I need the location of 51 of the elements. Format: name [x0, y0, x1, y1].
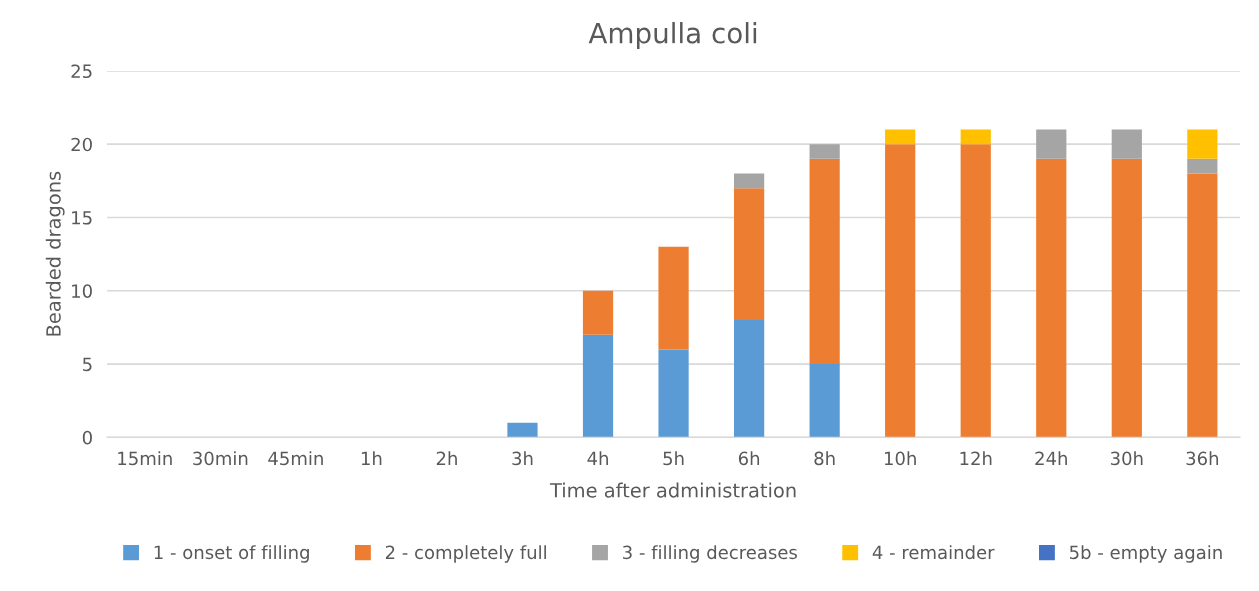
bar: [809, 144, 840, 159]
bar: [658, 246, 689, 350]
bar: [809, 158, 840, 365]
bar: [1111, 158, 1142, 438]
x-tick-label: 6h: [738, 451, 760, 466]
x-tick-label: 3h: [512, 451, 533, 466]
bar: [960, 129, 991, 145]
x-tick-label: 1h: [361, 451, 382, 465]
bar: [582, 290, 614, 335]
bar: [885, 144, 916, 438]
y-tick-label: 0: [82, 430, 92, 445]
x-axis-title: Time after administration: [549, 482, 796, 498]
bar: [658, 349, 689, 438]
bar: [960, 144, 991, 438]
legend-label: 4 - remainder: [872, 545, 995, 560]
bar: [1036, 129, 1067, 159]
bar: [809, 364, 840, 438]
bar: [1187, 173, 1218, 438]
bar: [1036, 158, 1067, 438]
bar: [582, 334, 614, 438]
x-tick-label: 36h: [1186, 451, 1219, 466]
y-tick-label: 20: [71, 137, 92, 152]
bar: [1111, 129, 1142, 159]
legend-label: 5b - empty again: [1069, 545, 1222, 563]
x-tick-label: 10h: [884, 451, 916, 466]
legend-label: 3 - filling decreases: [623, 545, 797, 563]
x-tick-label: 12h: [960, 451, 992, 465]
y-tick-label: 15: [72, 211, 92, 225]
bar: [1187, 129, 1218, 159]
x-tick-label: 15min: [118, 451, 172, 466]
legend-label: 1 - onset of filling: [154, 545, 309, 563]
x-tick-label: 24h: [1035, 451, 1067, 465]
x-tick-label: 4h: [587, 451, 608, 465]
x-tick-label: 45min: [268, 451, 323, 466]
y-axis-title: Bearded dragons: [45, 171, 65, 336]
bar: [734, 188, 765, 321]
bar: [885, 129, 916, 145]
y-tick-label: 10: [72, 284, 92, 298]
legend-label: 2 - completely full: [385, 545, 546, 563]
y-tick-label: 25: [71, 64, 92, 79]
x-tick-label: 30min: [193, 451, 248, 466]
x-tick-label: 30h: [1110, 451, 1143, 466]
y-tick-label: 5: [83, 357, 92, 372]
x-tick-label: 8h: [814, 451, 835, 466]
bar: [1187, 158, 1218, 174]
x-tick-label: 2h: [436, 451, 457, 465]
x-tick-label: 5h: [663, 451, 684, 466]
bar: [734, 320, 765, 438]
bar: [507, 422, 538, 438]
bar: [734, 173, 765, 189]
chart-title: Ampulla coli: [588, 22, 757, 49]
